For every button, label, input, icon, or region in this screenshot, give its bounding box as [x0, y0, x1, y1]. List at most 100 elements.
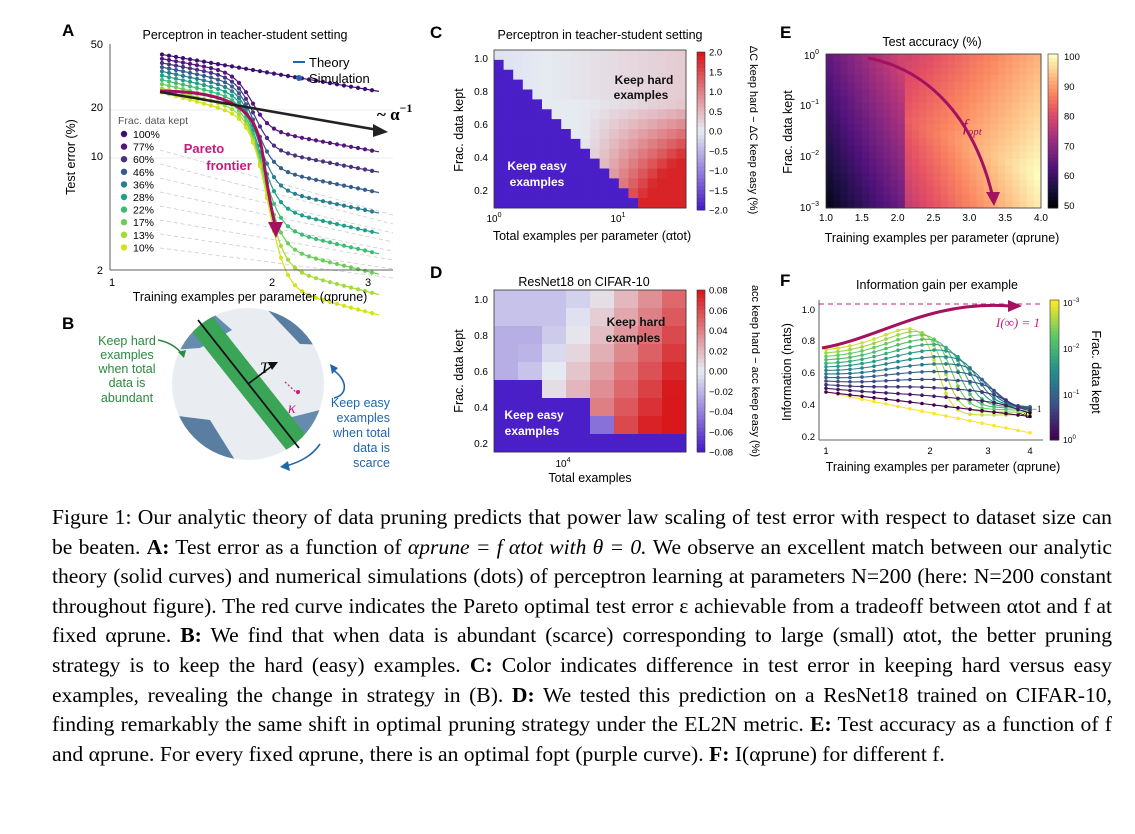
- e-cell: [969, 131, 977, 139]
- e-cell: [854, 173, 863, 181]
- e-cell: [962, 61, 970, 69]
- e-cbar-seg: [1048, 77, 1058, 82]
- c-cell: [638, 119, 648, 130]
- e-cell: [926, 68, 934, 76]
- c-cell: [676, 158, 687, 169]
- e-cell: [919, 138, 927, 146]
- e-cell: [1012, 201, 1020, 209]
- e-cbar-seg: [1048, 69, 1058, 74]
- e-cell: [1033, 173, 1042, 181]
- d-cell: [494, 344, 519, 363]
- e-cell: [998, 103, 1006, 111]
- a-sim-dot: [327, 280, 333, 285]
- e-cbar-seg: [1048, 111, 1058, 117]
- a-frac-title: Frac. data kept: [118, 115, 188, 127]
- cbar-tick: 1.0: [709, 87, 722, 98]
- c-cell: [513, 129, 524, 140]
- d-hard-label-1: Keep hard: [607, 315, 666, 329]
- e-cell: [969, 103, 977, 111]
- panel-c: C Perceptron in teacher-student setting …: [430, 23, 759, 243]
- c-cell: [561, 148, 572, 160]
- c-cell: [580, 109, 591, 120]
- cbar-seg: [697, 330, 705, 336]
- e-cell: [1019, 54, 1028, 62]
- c-cell: [618, 50, 629, 61]
- cbar-tick: −0.04: [709, 407, 733, 418]
- e-cell: [926, 96, 934, 104]
- a-sim-dot: [355, 145, 361, 151]
- e-cell: [833, 173, 841, 181]
- c-cell: [657, 158, 668, 169]
- e-cell: [826, 75, 834, 83]
- a-sim-dot: [208, 103, 214, 108]
- e-cell: [926, 103, 934, 111]
- a-sim-dot: [278, 255, 284, 260]
- a-sim-dot: [292, 229, 298, 234]
- e-cell: [861, 110, 870, 118]
- e-cell: [926, 89, 934, 97]
- d-cell: [518, 326, 543, 345]
- e-cell: [990, 89, 999, 97]
- e-cell: [1019, 201, 1028, 209]
- e-cell: [983, 131, 992, 139]
- e-cbar-tick: 50: [1064, 201, 1075, 212]
- c-yticks: 1.0 0.8 0.6 0.4 0.2: [474, 54, 488, 197]
- e-cell: [912, 54, 920, 62]
- c-cell: [551, 59, 562, 71]
- e-cell: [1033, 75, 1042, 83]
- a-sim-dot: [362, 288, 368, 294]
- e-cell: [947, 180, 956, 188]
- c-cell: [590, 148, 600, 160]
- c-cell: [542, 148, 552, 160]
- e-cell: [833, 180, 841, 188]
- e-cell: [840, 152, 848, 160]
- a-sim-dot: [285, 272, 291, 278]
- cbar-seg: [697, 407, 705, 412]
- a-sim-dot: [201, 87, 207, 92]
- e-cell: [1033, 89, 1042, 97]
- d-cell: [494, 290, 519, 309]
- e-cell: [976, 138, 985, 146]
- c-cell: [628, 188, 639, 199]
- c-cell: [628, 99, 639, 110]
- a-sim-dot: [180, 56, 186, 61]
- a-sim-dot: [222, 94, 228, 99]
- c-cell: [657, 69, 668, 81]
- cbar-seg: [697, 178, 705, 183]
- e-cell: [847, 89, 856, 97]
- e-cell: [983, 138, 992, 146]
- e-cell: [876, 103, 884, 111]
- e-cell: [955, 173, 963, 181]
- e-cell: [847, 75, 856, 83]
- cbar-seg: [697, 103, 705, 108]
- c-cell: [551, 138, 562, 150]
- c-cell: [503, 79, 514, 90]
- e-cell: [912, 138, 920, 146]
- c-cell: [599, 79, 610, 90]
- a-sim-dot: [159, 52, 165, 57]
- a-sim-dot: [194, 72, 200, 77]
- e-cell: [876, 68, 884, 76]
- e-cell: [1026, 96, 1035, 104]
- svg-text:10−2: 10−2: [800, 150, 819, 163]
- c-cell: [647, 119, 658, 130]
- e-cell: [861, 201, 870, 209]
- panel-e-heatmap: [826, 54, 1042, 209]
- cbar-tick: 1.5: [709, 67, 722, 78]
- c-cell: [570, 158, 581, 169]
- c-cell: [647, 59, 658, 71]
- c-cell: [570, 59, 581, 71]
- a-sim-dot: [327, 299, 333, 305]
- d-xlabel: Total examples: [548, 471, 631, 485]
- e-cell: [876, 180, 884, 188]
- d-cell: [542, 416, 567, 435]
- e-cell: [890, 187, 899, 195]
- e-cell: [1026, 103, 1035, 111]
- c-cell: [609, 178, 620, 189]
- e-cell: [897, 131, 906, 139]
- e-cell: [833, 68, 841, 76]
- e-cell: [897, 54, 906, 62]
- e-cell: [1019, 145, 1028, 153]
- e-cell: [826, 68, 834, 76]
- c-cell: [590, 109, 600, 120]
